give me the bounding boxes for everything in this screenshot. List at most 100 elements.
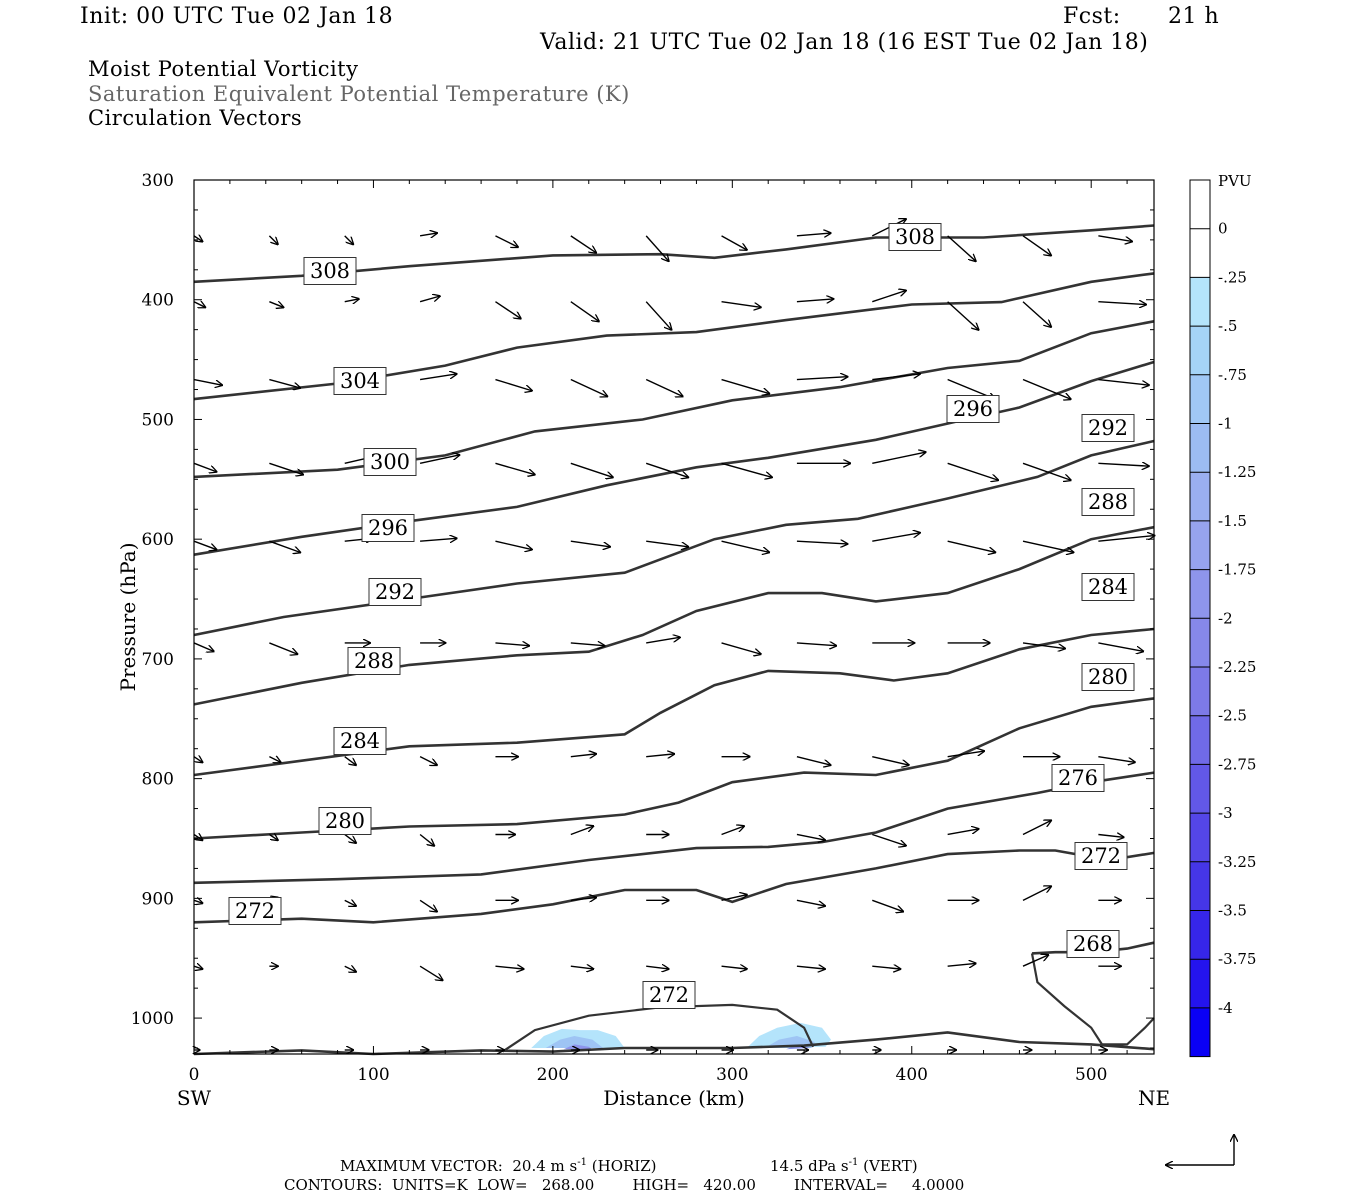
colorbar-tick-label: -1.75 xyxy=(1218,561,1256,579)
circulation-vector xyxy=(570,898,596,901)
circulation-vector xyxy=(570,462,613,477)
circulation-vector xyxy=(495,643,529,646)
contour-label-box xyxy=(363,448,417,476)
colorbar-tick-label: -2.75 xyxy=(1218,755,1256,773)
circulation-vector xyxy=(721,895,747,902)
circulation-vector xyxy=(872,291,906,303)
x-tick-label: 400 xyxy=(896,1065,928,1085)
circulation-vector xyxy=(872,755,908,765)
circulation-vector xyxy=(193,757,202,763)
plot-frame xyxy=(193,179,1155,1055)
circulation-vector xyxy=(947,540,996,552)
theta-contour-280 xyxy=(193,697,1155,840)
circulation-vector xyxy=(419,374,456,381)
contour-label-box xyxy=(1081,663,1135,691)
circulation-vector xyxy=(721,540,770,552)
circulation-vector xyxy=(721,966,747,969)
circulation-vector xyxy=(269,540,300,552)
vert-max-text: 14.5 dPa s-1 (VERT) xyxy=(770,1157,918,1175)
circulation-vector xyxy=(419,756,437,765)
circulation-vector xyxy=(419,455,459,465)
colorbar-tick-label: -3.5 xyxy=(1218,902,1247,920)
y-tick-label: 600 xyxy=(142,530,174,550)
colorbar-segment xyxy=(1190,277,1210,327)
contour-label-box xyxy=(1074,842,1128,870)
field-title-vectors: Circulation Vectors xyxy=(88,106,303,130)
circulation-vector xyxy=(796,299,833,302)
circulation-vector xyxy=(646,754,674,757)
circulation-vector xyxy=(1022,301,1051,327)
circulation-vector xyxy=(570,235,596,253)
circulation-vector xyxy=(1022,820,1051,836)
circulation-vector xyxy=(1098,536,1154,542)
circulation-vector xyxy=(193,900,202,903)
y-tick-label: 500 xyxy=(142,410,174,430)
y-tick-label: 400 xyxy=(142,291,174,311)
vert-max-value: 14.5 dPa s xyxy=(770,1157,849,1175)
theta-contour-304 xyxy=(193,272,1155,401)
circulation-vector xyxy=(419,233,437,236)
colorbar-segment xyxy=(1190,959,1210,1008)
theta-closed-contour-268 xyxy=(1030,953,1155,1046)
y-tick-label: 700 xyxy=(142,650,174,670)
circulation-vector xyxy=(1022,462,1071,480)
circulation-vector xyxy=(1022,540,1073,552)
circulation-vector xyxy=(645,462,688,477)
circulation-vector xyxy=(721,235,747,250)
circulation-vector xyxy=(495,540,531,549)
circulation-vector xyxy=(872,833,906,845)
x-tick-label: 500 xyxy=(1075,1065,1107,1085)
circulation-vector xyxy=(193,834,202,840)
circulation-vector xyxy=(193,462,216,471)
ne-label: NE xyxy=(1138,1086,1170,1110)
circulation-vector xyxy=(269,757,280,763)
circulation-vector xyxy=(796,966,825,969)
circulation-vector xyxy=(796,755,831,765)
colorbar-tick-label: -1.25 xyxy=(1218,463,1256,481)
circulation-vector xyxy=(872,452,925,465)
contour-label: 272 xyxy=(235,899,275,923)
colorbar-segment xyxy=(1190,910,1210,960)
circulation-vector xyxy=(269,378,300,388)
contour-label-box xyxy=(318,807,372,835)
circulation-vector xyxy=(1022,955,1048,967)
field-title-mpv: Moist Potential Vorticity xyxy=(88,57,359,81)
contour-label-box xyxy=(1051,764,1105,792)
colorbar-tick-label: -.75 xyxy=(1218,366,1247,384)
circulation-vector xyxy=(796,377,847,380)
circulation-vector xyxy=(872,966,900,969)
colorbar-segment xyxy=(1190,520,1210,570)
circulation-vector xyxy=(570,378,607,397)
circulation-vector xyxy=(1022,378,1071,400)
contour-label-box xyxy=(368,578,422,606)
circulation-vector xyxy=(495,462,534,474)
colorbar-tick-label: -3 xyxy=(1218,804,1233,822)
contour-label: 288 xyxy=(1088,490,1128,514)
contour-label-box xyxy=(347,647,401,675)
colorbar-tick-label: -2 xyxy=(1218,609,1233,627)
theta-contour-288 xyxy=(193,525,1155,706)
colorbar-segment xyxy=(1190,180,1210,229)
x-tick-label: 200 xyxy=(537,1065,569,1085)
colorbar-segment xyxy=(1190,861,1210,911)
circulation-vector xyxy=(193,540,216,549)
x-tick-label: 300 xyxy=(716,1065,748,1085)
x-tick-label: 100 xyxy=(357,1065,389,1085)
circulation-vector xyxy=(269,302,283,308)
forecast-label: Fcst: xyxy=(1063,4,1121,29)
colorbar-segment xyxy=(1190,374,1210,424)
circulation-vector xyxy=(570,643,605,646)
circulation-vector xyxy=(872,533,920,542)
theta-contour-300 xyxy=(193,320,1155,479)
colorbar-tick-label: -1.5 xyxy=(1218,512,1247,530)
contour-label: 288 xyxy=(354,649,394,673)
horiz-tag: (HORIZ) xyxy=(591,1157,657,1175)
forecast-hour: 21 h xyxy=(1168,4,1220,29)
circulation-vector xyxy=(947,829,979,836)
theta-closed-contour-272 xyxy=(501,1003,815,1053)
contour-label-box xyxy=(888,223,942,251)
contour-label: 304 xyxy=(340,369,380,393)
contour-label-box xyxy=(946,395,1000,423)
circulation-vector xyxy=(721,301,761,308)
